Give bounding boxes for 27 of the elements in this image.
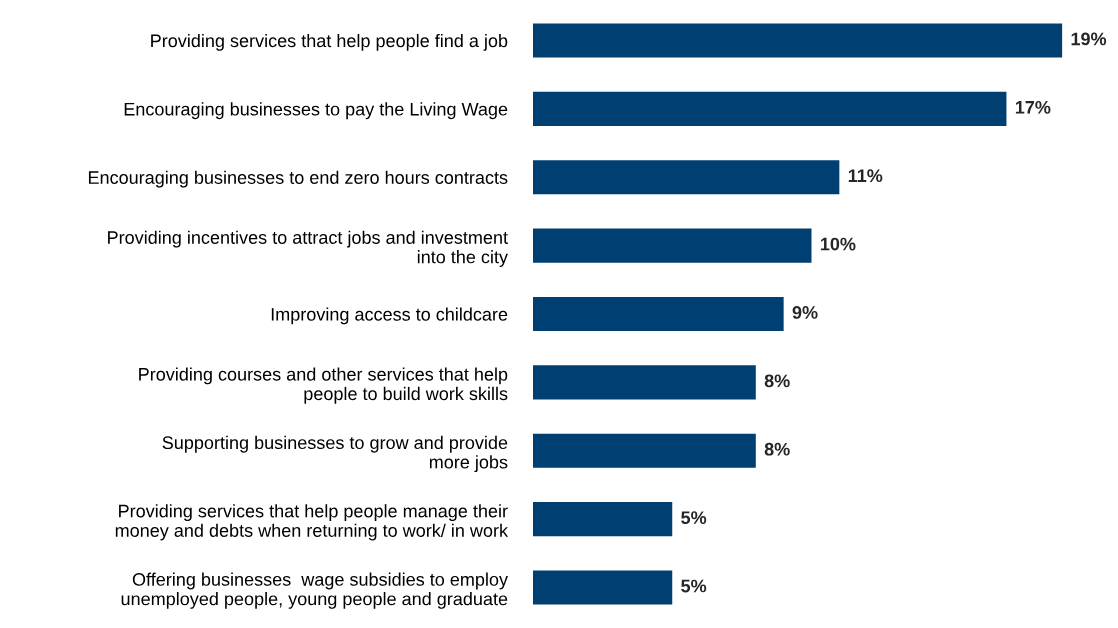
data-label: 5% bbox=[681, 511, 707, 524]
data-label: 5% bbox=[681, 579, 707, 593]
bar bbox=[533, 296, 784, 332]
data-label: 8% bbox=[764, 442, 790, 456]
y-tick-label: Providing services that help people manage their money and debts when returning to work/ in work bbox=[115, 504, 509, 541]
y-tick-label: Encouraging businesses to pay the Living Wage bbox=[124, 102, 508, 120]
bar bbox=[533, 502, 673, 537]
y-tick-label: Supporting businesses to grow and provide more jobs bbox=[162, 435, 508, 473]
bar bbox=[533, 160, 840, 195]
y-tick-label: Providing incentives to attract jobs and investment into the city bbox=[108, 230, 508, 267]
y-tick-label: Encouraging businesses to end zero hours contracts bbox=[88, 170, 508, 188]
data-label: 11% bbox=[848, 169, 883, 183]
bar bbox=[533, 570, 673, 605]
data-label: 9% bbox=[792, 306, 818, 319]
data-label: 8% bbox=[764, 374, 790, 388]
data-label: 17% bbox=[1015, 100, 1051, 114]
bar bbox=[533, 433, 756, 468]
bar bbox=[533, 365, 756, 400]
bar bbox=[533, 23, 1063, 58]
y-tick-label: Providing courses and other services that help people to build work skills bbox=[139, 367, 508, 404]
bar bbox=[533, 228, 812, 263]
y-tick-label: Offering businesses wage subsidies to employ unemployed people, young people and graduate bbox=[121, 572, 508, 609]
y-tick-label: Improving access to childcare bbox=[271, 307, 508, 325]
bar bbox=[533, 91, 1007, 126]
data-label: 19% bbox=[1071, 32, 1107, 46]
data-label: 10% bbox=[820, 237, 856, 251]
y-tick-label: Providing services that help people find a job bbox=[151, 33, 508, 51]
